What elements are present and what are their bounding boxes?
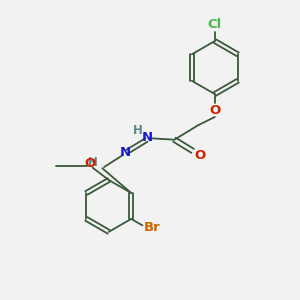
Text: O: O (209, 104, 220, 117)
Text: Cl: Cl (208, 18, 222, 32)
Text: O: O (84, 157, 95, 170)
Text: H: H (88, 156, 98, 169)
Text: N: N (120, 146, 131, 159)
Text: O: O (194, 149, 206, 162)
Text: Br: Br (143, 221, 160, 234)
Text: N: N (142, 131, 153, 144)
Text: H: H (133, 124, 143, 137)
